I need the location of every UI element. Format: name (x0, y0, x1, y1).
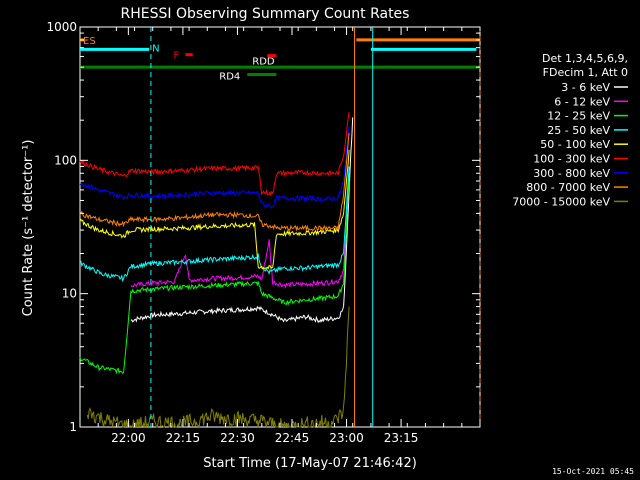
legend-label-7: 800 - 7000 keV (526, 181, 610, 194)
flag-label-3: RDD (252, 57, 275, 68)
x-tick-label: 22:30 (220, 431, 255, 445)
plot-frame (79, 26, 481, 428)
flag-label-1: N (152, 43, 159, 54)
legend-label-3: 25 - 50 keV (547, 124, 610, 137)
flag-layer: ES N F RDD RD4 (80, 36, 480, 83)
legend-label-4: 50 - 100 keV (540, 138, 610, 151)
series-line-0 (130, 117, 354, 324)
legend-header-0: Det 1,3,4,5,6,9, (542, 52, 628, 65)
y-axis: 1 10 100 1000 (46, 20, 480, 434)
series-line-7 (79, 133, 350, 232)
vline-layer (150, 27, 481, 427)
x-tick-label: 23:15 (384, 431, 419, 445)
legend-label-8: 7000 - 15000 keV (512, 195, 610, 208)
chart-title: RHESSI Observing Summary Count Rates (121, 6, 410, 22)
timestamp: 15-Oct-2021 05:45 (552, 467, 634, 476)
x-tick-label: 22:15 (166, 431, 201, 445)
series-line-3 (79, 166, 350, 283)
series-line-4 (79, 149, 350, 270)
legend-header-1: FDecim 1, Att 0 (543, 66, 628, 79)
y-tick-label: 1000 (46, 20, 77, 34)
y-tick-label: 100 (54, 153, 77, 167)
legend-label-1: 6 - 12 keV (554, 95, 610, 108)
flag-label-0: ES (83, 36, 96, 47)
series-line-5 (79, 112, 350, 197)
flag-label-5: RD4 (219, 72, 240, 83)
y-tick-label: 10 (62, 287, 77, 301)
series-line-6 (79, 126, 350, 209)
series-line-2 (79, 173, 350, 375)
series-line-8 (86, 306, 350, 429)
legend-label-0: 3 - 6 keV (561, 81, 610, 94)
legend-label-2: 12 - 25 keV (547, 110, 610, 123)
x-axis: 22:00 22:15 22:30 22:45 23:00 23:15 (79, 27, 481, 445)
legend-label-6: 300 - 800 keV (533, 167, 610, 180)
series-layer (79, 112, 354, 429)
x-tick-label: 23:00 (329, 431, 364, 445)
legend-label-5: 100 - 300 keV (533, 153, 610, 166)
flag-label-2: F (173, 51, 179, 62)
x-tick-label: 22:00 (111, 431, 146, 445)
y-axis-label: Count Rate (s⁻¹ detector⁻¹) (21, 140, 36, 317)
legend: Det 1,3,4,5,6,9,FDecim 1, Att 0 3 - 6 keV… (512, 52, 628, 208)
y-tick-label: 1 (69, 420, 77, 434)
x-tick-label: 22:45 (275, 431, 310, 445)
series-line-1 (130, 180, 350, 289)
x-axis-label: Start Time (17-May-07 21:46:42) (203, 456, 417, 471)
